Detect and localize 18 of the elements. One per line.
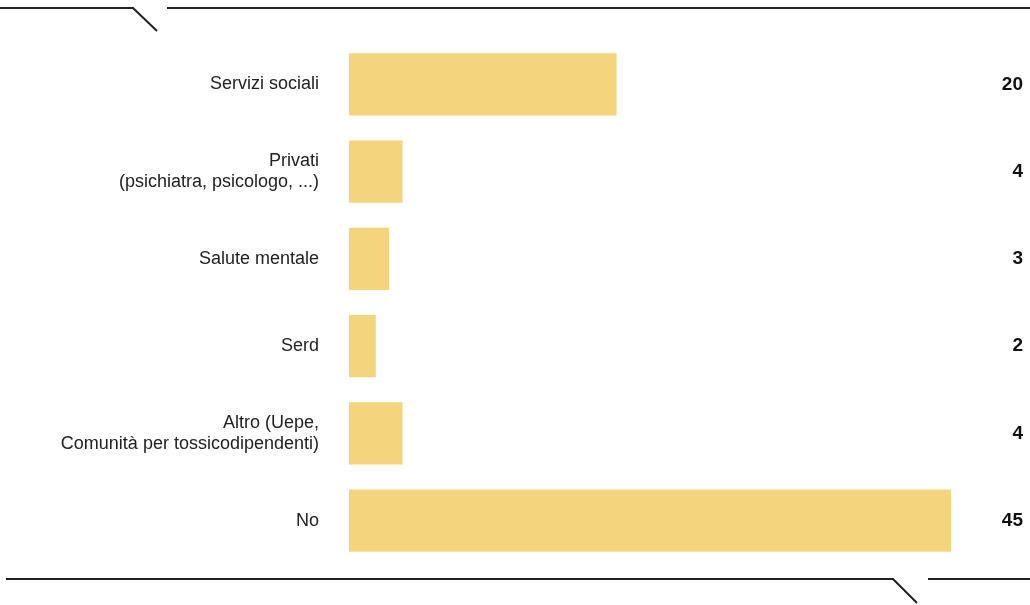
data-label: 3	[1012, 247, 1023, 269]
bar	[349, 227, 390, 291]
data-label: 2	[1012, 334, 1023, 356]
data-label: 4	[1012, 421, 1024, 443]
bar	[349, 489, 951, 552]
y-tick-label: Privati (psichiatra, psicologo, ...)	[118, 149, 319, 192]
y-tick-label: Servizi sociali	[209, 73, 319, 94]
bar	[349, 140, 403, 203]
y-tick-label: Serd	[280, 335, 319, 356]
bar	[349, 402, 403, 465]
bar	[349, 53, 617, 116]
data-label: 45	[1001, 508, 1024, 530]
bar	[349, 314, 376, 378]
data-label: 20	[1001, 72, 1023, 94]
data-label: 4	[1012, 159, 1024, 181]
y-tick-label: Salute mentale	[198, 247, 319, 268]
y-tick-label: No	[295, 509, 319, 530]
y-tick-label: Altro (Uepe, Comunità per tossicodipendenti)	[60, 411, 319, 454]
